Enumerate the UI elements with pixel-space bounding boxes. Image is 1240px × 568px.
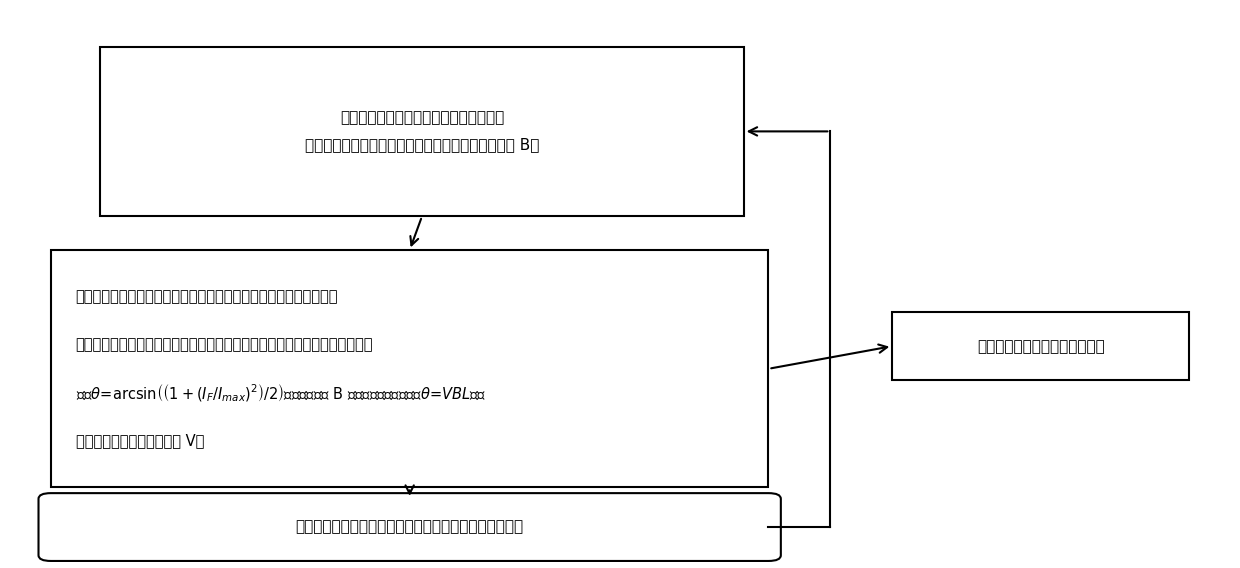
Text: 变，通过迈克尔逊干涉仪第二反射镜的扫描得到干涉条纹，通过干涉条纹的强: 变，通过迈克尔逊干涉仪第二反射镜的扫描得到干涉条纹，通过干涉条纹的强 bbox=[76, 337, 373, 352]
Text: 求平均值得到费尔德常数测量值: 求平均值得到费尔德常数测量值 bbox=[977, 339, 1105, 354]
Text: 将待测稀土玻璃置于可变间距电磁铁中，
通过直流电源为电磁铁供电，用高斯计测量磁场强度 B；: 将待测稀土玻璃置于可变间距电磁铁中， 通过直流电源为电磁铁供电，用高斯计测量磁场… bbox=[305, 110, 539, 152]
Text: 度及$\theta$=arcsin$\left(\left(1+\left(I_F/I_{max}\right)^2\right)/2\right)$得到磁场强: 度及$\theta$=arcsin$\left(\left(1+\left(I_… bbox=[76, 382, 486, 403]
Text: 待测稀土玻璃的费尔德常数 V；: 待测稀土玻璃的费尔德常数 V； bbox=[76, 433, 205, 448]
FancyBboxPatch shape bbox=[38, 493, 781, 561]
FancyBboxPatch shape bbox=[100, 47, 744, 216]
FancyBboxPatch shape bbox=[893, 312, 1189, 380]
Text: 打开线偏振光产生器，线偏振光经过稀土玻璃后的光偏振方向发生改: 打开线偏振光产生器，线偏振光经过稀土玻璃后的光偏振方向发生改 bbox=[76, 289, 339, 304]
FancyBboxPatch shape bbox=[51, 250, 769, 487]
Text: 改变直流电源的电压值大小使稀土玻璃所处磁场大小改变: 改变直流电源的电压值大小使稀土玻璃所处磁场大小改变 bbox=[295, 520, 523, 534]
